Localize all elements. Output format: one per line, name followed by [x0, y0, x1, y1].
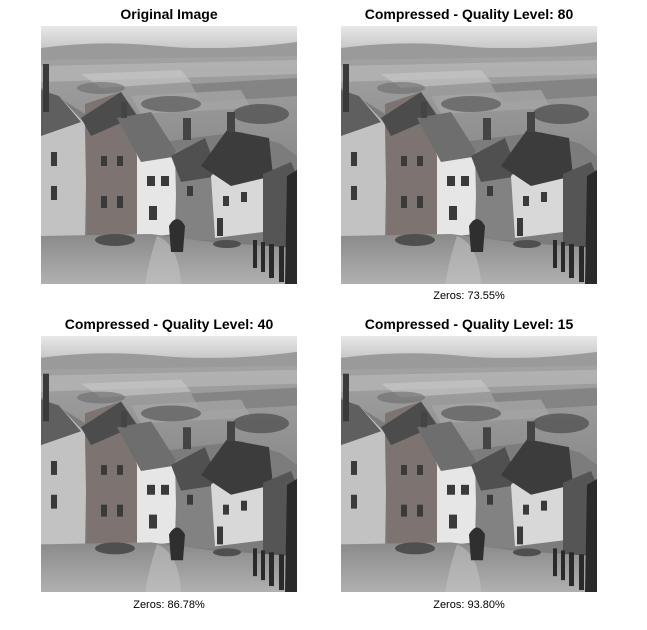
village-photo [341, 26, 597, 284]
panel-title: Compressed - Quality Level: 15 [364, 316, 574, 332]
compressed-image-15 [341, 336, 597, 592]
compressed-image-40 [41, 336, 297, 592]
village-photo [41, 26, 297, 284]
panel-quality-80: Compressed - Quality Level: 80 Zeros: 73… [341, 0, 597, 302]
compressed-image-80 [341, 26, 597, 284]
panel-title: Compressed - Quality Level: 80 [364, 6, 574, 22]
panel-original: Original Image [41, 0, 297, 300]
zeros-caption: Zeros: 93.80% [433, 599, 505, 611]
panel-quality-15: Compressed - Quality Level: 15 Zeros: 93… [341, 310, 597, 620]
panel-title: Compressed - Quality Level: 40 [64, 316, 274, 332]
panel-quality-40: Compressed - Quality Level: 40 Zeros: 86… [41, 310, 297, 620]
zeros-caption: Zeros: 86.78% [133, 599, 205, 611]
village-photo [41, 336, 297, 592]
panel-title: Original Image [120, 6, 218, 22]
zeros-caption: Zeros: 73.55% [433, 290, 505, 302]
original-image [41, 26, 297, 284]
village-photo [341, 336, 597, 592]
